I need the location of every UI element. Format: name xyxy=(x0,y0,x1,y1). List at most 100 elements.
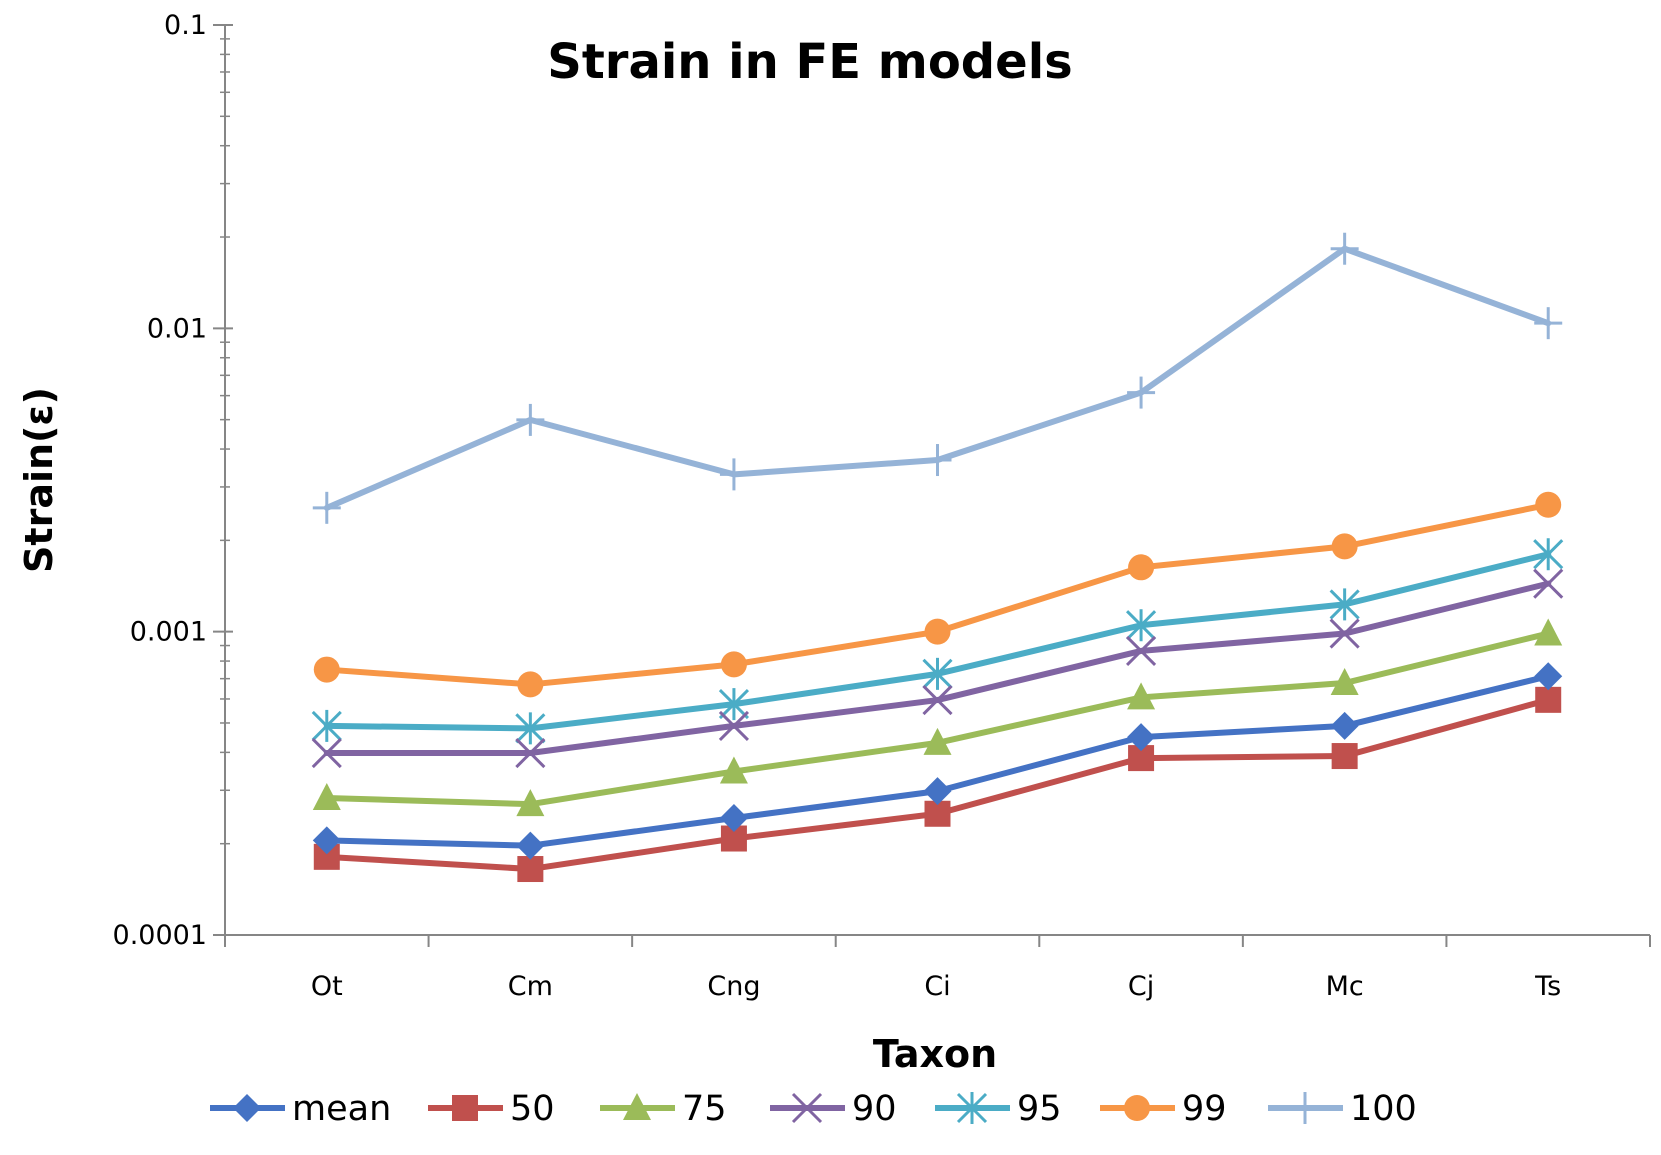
series-95 xyxy=(311,538,1564,745)
data-point-99 xyxy=(1331,533,1358,560)
legend-label: 90 xyxy=(852,1089,897,1129)
x-tick-label: Cm xyxy=(508,971,553,1002)
chart-title: Strain in FE models xyxy=(547,34,1072,90)
legend-marker xyxy=(1124,1095,1150,1121)
marker-stroke xyxy=(1126,635,1157,666)
marker-stroke xyxy=(922,685,953,716)
data-point-mean xyxy=(923,777,952,806)
data-point-95 xyxy=(1329,588,1360,621)
data-point-99 xyxy=(924,618,951,645)
series-line-99 xyxy=(323,501,1552,688)
data-point-100 xyxy=(312,491,341,524)
data-point-75 xyxy=(1330,668,1359,696)
series-50 xyxy=(313,686,1562,883)
y-tick-label: 0.01 xyxy=(147,313,207,344)
x-tick-label: Ts xyxy=(1534,971,1561,1002)
data-point-95 xyxy=(1126,609,1157,642)
legend-label: 99 xyxy=(1182,1089,1227,1129)
data-point-75 xyxy=(719,756,748,784)
series-100 xyxy=(312,232,1563,524)
series-mean xyxy=(312,662,1563,860)
marker-stroke xyxy=(718,710,749,741)
data-point-90 xyxy=(1533,568,1564,599)
legend-label: 100 xyxy=(1350,1089,1417,1129)
legend-marker xyxy=(452,1095,478,1121)
marker-stroke xyxy=(791,1092,823,1124)
x-axis-title: Taxon xyxy=(873,1032,997,1076)
data-point-90 xyxy=(515,737,546,769)
legend-item-90: 90 xyxy=(770,1089,897,1129)
y-tick-label: 0.1 xyxy=(164,10,207,41)
data-point-75 xyxy=(312,782,341,810)
legend-marker xyxy=(791,1092,823,1124)
legend-item-75: 75 xyxy=(600,1089,727,1129)
marker-stroke xyxy=(1533,568,1564,599)
legend: mean 50 75 90 95 99 100 xyxy=(210,1089,1417,1129)
marker-stroke xyxy=(311,737,342,769)
data-point-99 xyxy=(313,656,340,683)
data-point-90 xyxy=(1126,635,1157,666)
x-tick-label: Ot xyxy=(311,971,343,1002)
legend-item-mean: mean xyxy=(210,1089,391,1129)
data-point-99 xyxy=(1128,554,1155,581)
data-point-mean xyxy=(516,831,545,860)
data-point-mean xyxy=(1127,723,1156,752)
legend-item-99: 99 xyxy=(1100,1089,1227,1129)
data-point-50 xyxy=(1535,686,1562,713)
data-point-99 xyxy=(1535,491,1562,518)
x-tick-label: Mc xyxy=(1326,971,1364,1002)
data-point-99 xyxy=(720,651,747,678)
legend-marker xyxy=(956,1092,988,1124)
data-point-mean xyxy=(1330,711,1359,740)
series-99 xyxy=(313,491,1562,698)
data-point-100 xyxy=(1330,232,1359,265)
data-point-90 xyxy=(311,737,342,769)
data-point-50 xyxy=(517,856,544,883)
legend-item-50: 50 xyxy=(428,1089,555,1129)
data-point-95 xyxy=(718,688,749,721)
data-point-90 xyxy=(1329,618,1360,649)
x-tick-label: Cng xyxy=(707,971,760,1002)
data-point-90 xyxy=(922,685,953,716)
series-75 xyxy=(312,618,1563,817)
data-point-100 xyxy=(1127,376,1156,409)
series-layer xyxy=(311,232,1564,883)
y-tick-label: 0.0001 xyxy=(113,920,207,951)
y-tick-label: 0.001 xyxy=(130,617,207,648)
data-point-mean xyxy=(719,804,748,833)
data-point-95 xyxy=(1533,538,1564,571)
x-tick-label: Cj xyxy=(1128,971,1154,1002)
data-point-100 xyxy=(516,403,545,436)
data-point-95 xyxy=(515,712,546,745)
legend-marker xyxy=(1291,1092,1319,1124)
data-point-95 xyxy=(922,657,953,690)
x-tick-label: Ci xyxy=(924,971,950,1002)
legend-marker xyxy=(233,1094,261,1122)
data-point-100 xyxy=(719,458,748,491)
legend-item-100: 100 xyxy=(1268,1089,1417,1129)
legend-label: mean xyxy=(292,1089,391,1129)
y-axis-title: Strain(ε) xyxy=(17,387,61,573)
data-point-100 xyxy=(1534,307,1563,340)
data-point-75 xyxy=(516,789,545,817)
data-point-mean xyxy=(1534,662,1563,691)
data-point-75 xyxy=(923,727,952,755)
marker-stroke xyxy=(515,737,546,769)
axes: 0.0001 0.001 0.01 0.1 Ot Cm Cng Ci Cj Mc Ts xyxy=(113,10,1651,1002)
legend-marker xyxy=(623,1093,651,1120)
legend-label: 50 xyxy=(510,1089,555,1129)
data-point-100 xyxy=(923,444,952,477)
legend-label: 95 xyxy=(1017,1089,1062,1129)
data-point-90 xyxy=(718,710,749,741)
data-point-95 xyxy=(311,709,342,742)
data-point-50 xyxy=(1331,743,1358,770)
series-90 xyxy=(311,568,1564,769)
legend-label: 75 xyxy=(682,1089,727,1129)
marker-stroke xyxy=(1329,618,1360,649)
data-point-75 xyxy=(1127,682,1156,710)
data-point-mean xyxy=(312,826,341,855)
legend-item-95: 95 xyxy=(935,1089,1062,1129)
data-point-99 xyxy=(517,671,544,698)
